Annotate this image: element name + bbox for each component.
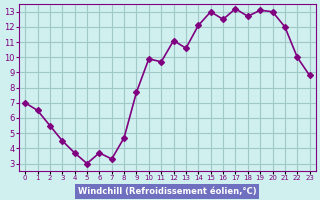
X-axis label: Windchill (Refroidissement éolien,°C): Windchill (Refroidissement éolien,°C)	[78, 187, 257, 196]
